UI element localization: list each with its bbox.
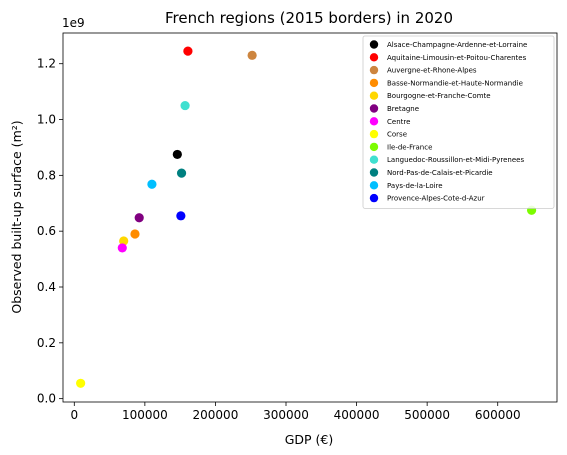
legend-label: Pays-de-la-Loire — [387, 182, 443, 190]
legend-label: Ile-de-France — [387, 143, 432, 151]
axes-frame — [62, 32, 558, 403]
x-tick-label: 200000 — [193, 408, 239, 422]
y-tick-label: 0.2 — [37, 336, 56, 350]
legend-marker — [369, 168, 379, 177]
legend-label: Bourgogne-et-Franche-Comte — [387, 92, 491, 100]
y-axis-offset-label: 1e9 — [62, 16, 85, 30]
legend-marker — [369, 40, 379, 49]
data-point-aquitaine-limousin-et-poitou-charentes — [183, 46, 193, 56]
data-points — [76, 46, 537, 388]
x-tick-label: 600000 — [475, 408, 521, 422]
legend-label: Alsace-Champagne-Ardenne-et-Lorraine — [387, 41, 527, 49]
data-point-provence-alpes-cote-d-azur — [176, 211, 186, 221]
legend-marker — [369, 53, 379, 62]
legend-label: Nord-Pas-de-Calais-et-Picardie — [387, 169, 493, 177]
legend-marker — [369, 65, 379, 75]
legend-marker — [369, 142, 379, 152]
plot-area — [62, 32, 558, 403]
legend-label: Auvergne-et-Rhone-Alpes — [387, 67, 477, 75]
y-axis-ticks: 0.0 0.2 0.4 0.6 0.8 1.0 1.2 — [37, 57, 63, 406]
y-axis-label: Observed built-up surface (m²) — [9, 120, 24, 313]
data-point-auvergne-et-rhone-alpes — [247, 50, 257, 60]
data-point-bourgogne-et-franche-comte — [119, 236, 129, 246]
legend-label: Languedoc-Roussillon-et-Midi-Pyrenees — [387, 156, 524, 164]
chart-title: French regions (2015 borders) in 2020 — [165, 9, 453, 27]
legend-box — [362, 35, 555, 209]
x-axis-ticks: 0 100000 200000 300000 400000 500000 600000 — [70, 402, 521, 422]
y-tick-label: 0.4 — [37, 280, 56, 294]
legend-marker — [369, 193, 379, 203]
legend-marker — [369, 104, 379, 113]
x-tick-label: 500000 — [404, 408, 450, 422]
legend-marker — [369, 91, 379, 100]
legend-label: Corse — [387, 131, 407, 139]
legend-marker — [369, 129, 379, 139]
x-tick-label: 400000 — [334, 408, 380, 422]
y-tick-label: 0.0 — [37, 392, 56, 406]
legend-label: Bretagne — [387, 105, 419, 113]
legend-label: Aquitaine-Limousin-et-Poitou-Charentes — [387, 54, 527, 62]
legend-marker — [369, 155, 379, 164]
data-point-bretagne — [134, 213, 144, 223]
legend-label: Basse-Normandie-et-Haute-Normandie — [387, 79, 523, 87]
legend-label: Centre — [387, 118, 410, 126]
data-point-alsace-champagne-ardenne-et-lorraine — [172, 149, 182, 160]
y-tick-label: 0.8 — [37, 168, 56, 182]
x-tick-label: 100000 — [122, 408, 168, 422]
y-tick-label: 1.0 — [37, 113, 56, 127]
x-tick-label: 0 — [70, 408, 78, 422]
legend-marker — [369, 181, 379, 190]
data-point-pays-de-la-loire — [147, 179, 157, 189]
data-point-corse — [76, 378, 86, 388]
x-axis-label: GDP (€) — [285, 432, 334, 447]
y-tick-label: 1.2 — [37, 57, 56, 71]
legend-marker — [369, 78, 379, 88]
legend-marker — [369, 117, 379, 126]
data-point-centre — [117, 243, 127, 253]
data-point-nord-pas-de-calais-et-picardie — [176, 168, 187, 178]
data-point-basse-normandie-et-haute-normandie — [130, 229, 140, 239]
legend: Alsace-Champagne-Ardenne-et-Lorraine Aqui… — [362, 35, 555, 209]
x-tick-label: 300000 — [263, 408, 309, 422]
y-tick-label: 0.6 — [37, 224, 56, 238]
legend-label: Provence-Alpes-Cote-d-Azur — [387, 195, 485, 203]
data-point-languedoc-roussillon-et-midi-pyrenees — [180, 100, 190, 111]
